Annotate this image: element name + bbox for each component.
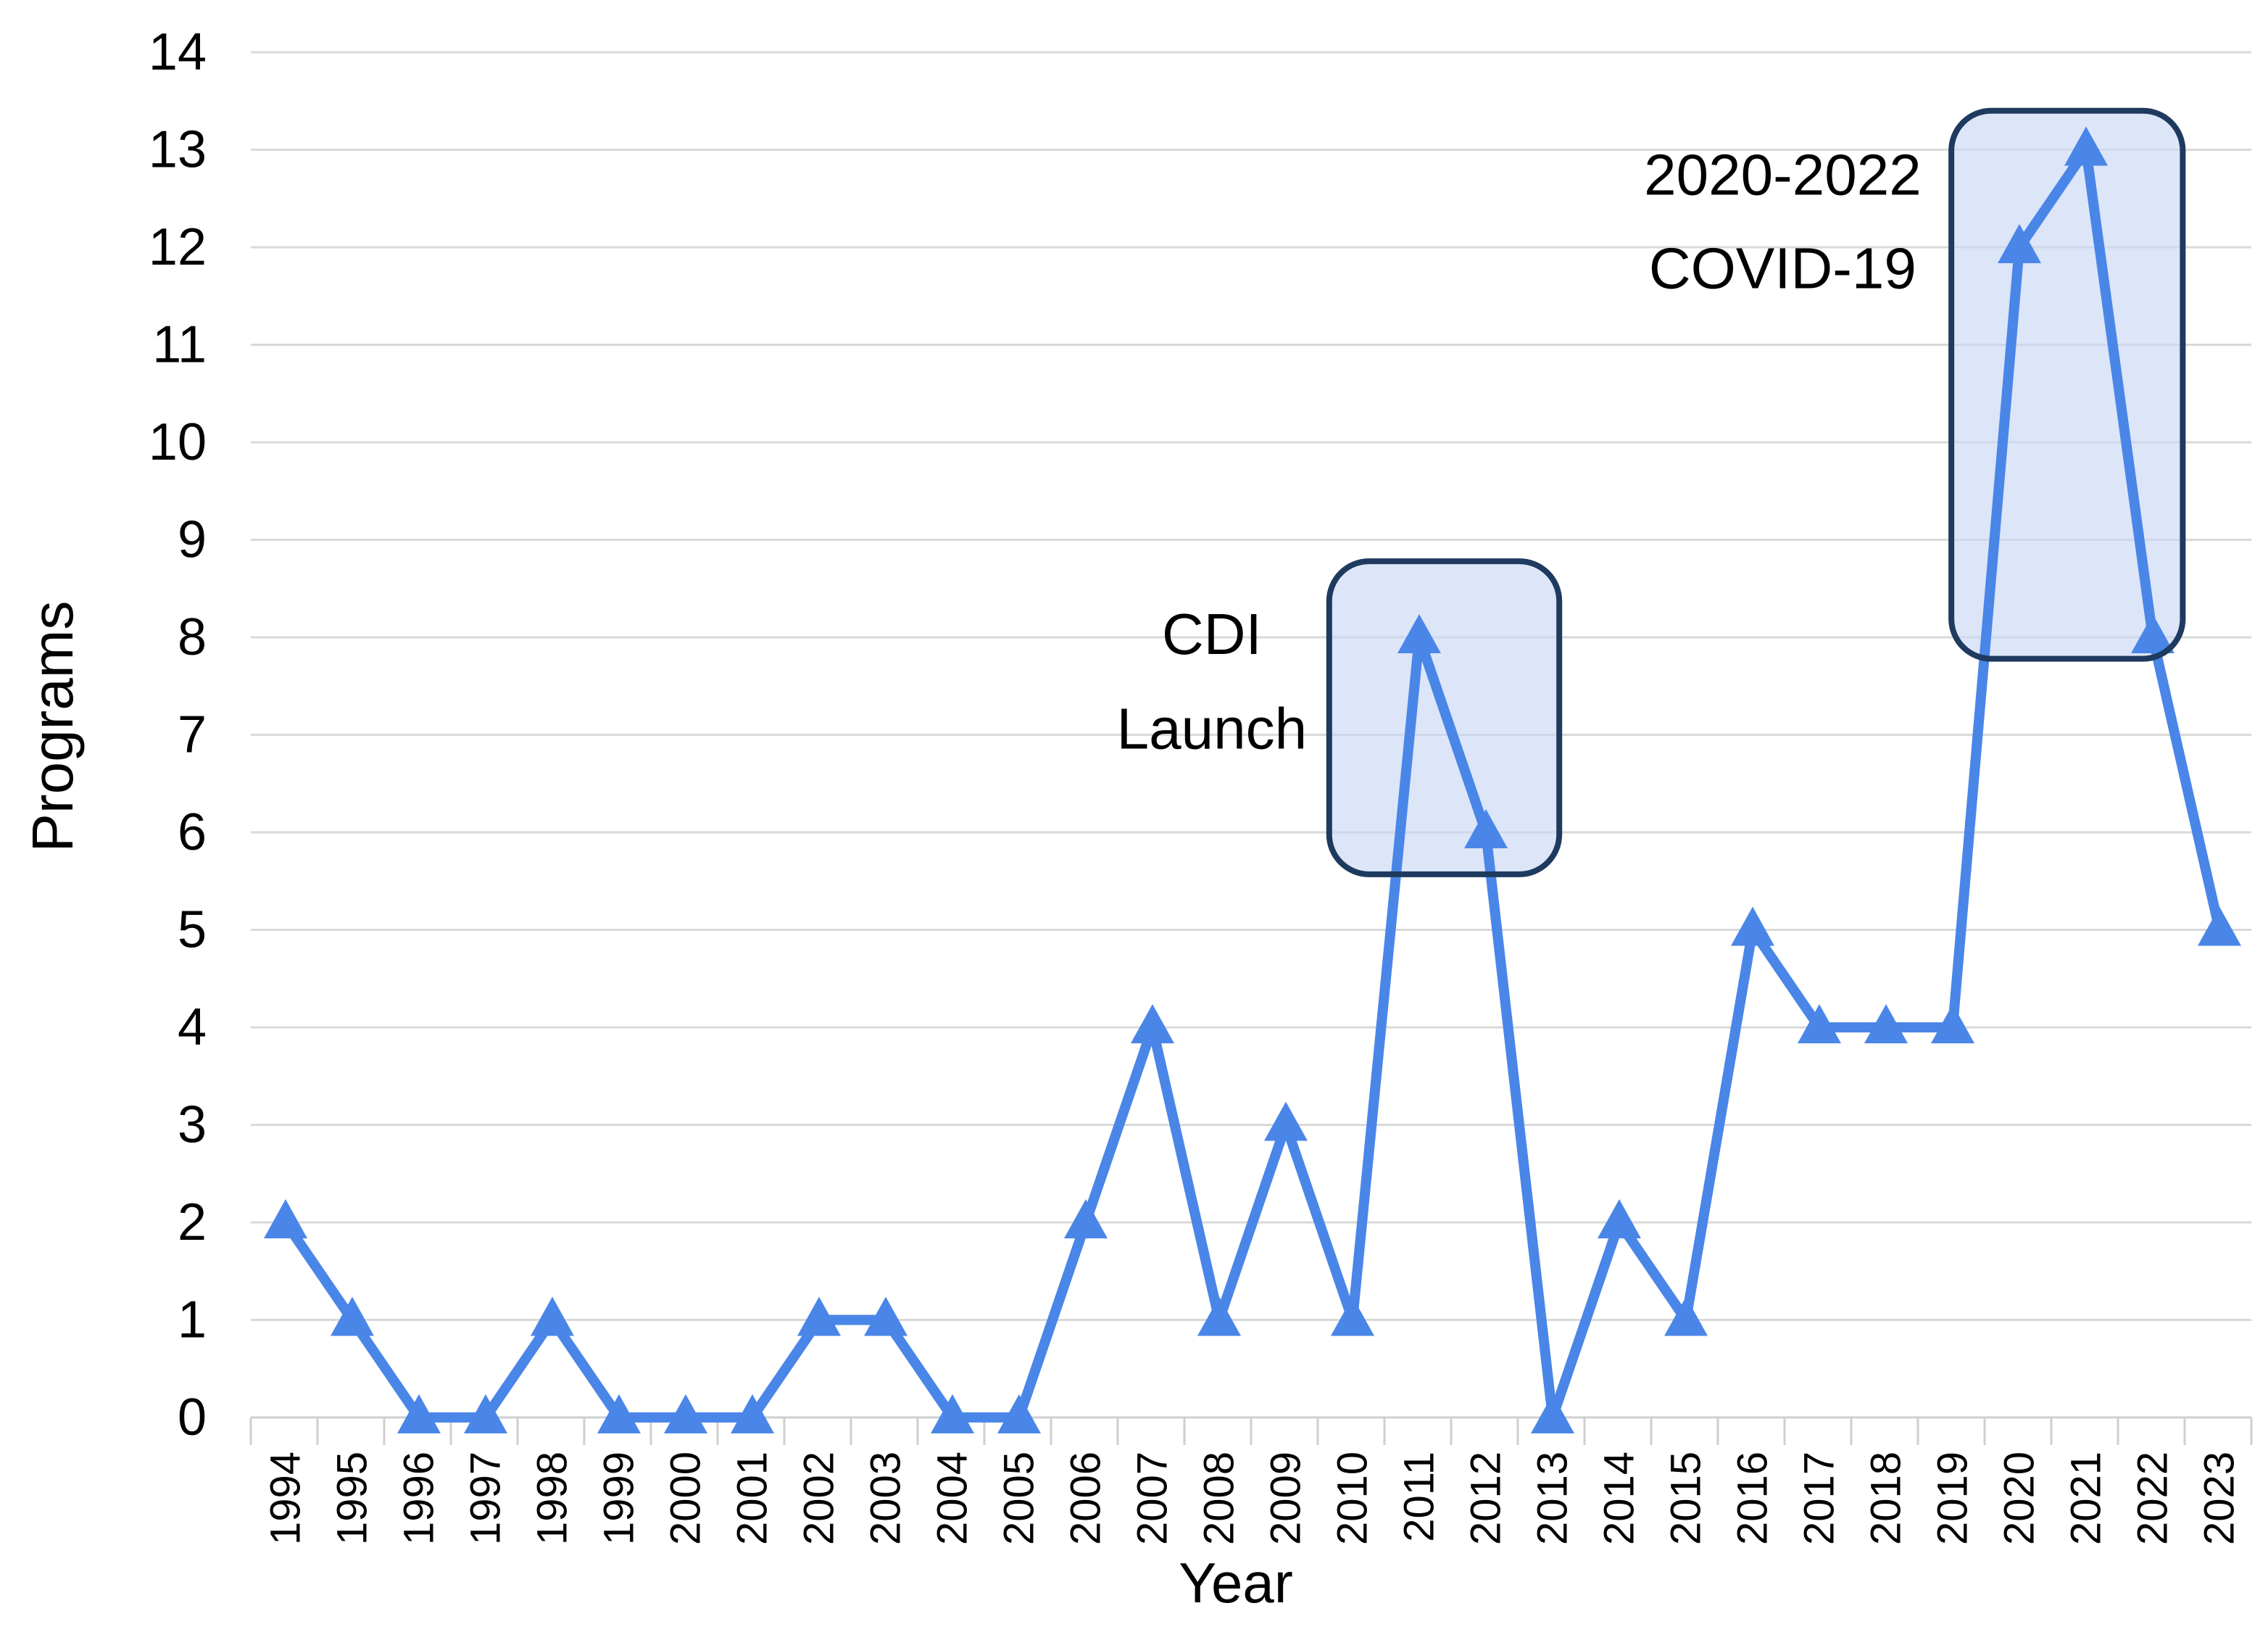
x-tick-label: 2016 xyxy=(1729,1452,1777,1545)
x-tick-label: 2000 xyxy=(662,1452,710,1545)
x-tick-label: 2020 xyxy=(1996,1452,2043,1545)
data-point-marker xyxy=(531,1296,574,1336)
data-point-marker xyxy=(1197,1296,1241,1336)
y-tick-label: 14 xyxy=(149,23,207,81)
annotation-box-border-covid-2020-2022 xyxy=(1948,107,2186,662)
x-tick-label: 2017 xyxy=(1796,1452,1843,1545)
data-point-marker xyxy=(1064,1199,1108,1238)
x-tick-label: 2006 xyxy=(1063,1452,1110,1545)
y-tick-label: 1 xyxy=(178,1291,207,1349)
y-tick-label: 4 xyxy=(178,998,207,1056)
x-tick-label: 2008 xyxy=(1196,1452,1243,1545)
x-tick-label: 2009 xyxy=(1263,1452,1310,1545)
data-point-marker xyxy=(731,1394,774,1433)
x-tick-label: 2007 xyxy=(1129,1452,1176,1545)
data-point-marker xyxy=(931,1394,974,1433)
x-tick-label: 2014 xyxy=(1596,1452,1643,1545)
x-tick-label: 1994 xyxy=(262,1452,310,1545)
x-axis-ticks-layer xyxy=(249,1417,2253,1445)
data-point-marker xyxy=(397,1394,441,1433)
data-point-marker xyxy=(1598,1199,1641,1238)
data-point-marker xyxy=(797,1296,841,1336)
x-tick-label: 2010 xyxy=(1329,1452,1376,1545)
data-point-marker xyxy=(1998,224,2041,263)
x-tick-label: 1997 xyxy=(462,1452,510,1545)
data-point-marker xyxy=(1531,1394,1574,1433)
data-point-marker xyxy=(1931,1004,1974,1043)
y-tick-label: 5 xyxy=(178,901,207,959)
y-tick-label: 12 xyxy=(149,218,207,276)
y-tick-label: 10 xyxy=(149,413,207,471)
data-point-marker xyxy=(2131,614,2174,653)
annotation-box-border-cdi-launch xyxy=(1326,558,1563,877)
annotation-text-cdi-launch-line2: Launch xyxy=(1117,696,1307,761)
x-tick-label: 2019 xyxy=(1930,1452,1977,1545)
x-axis-title: Year xyxy=(1179,1551,1293,1615)
annotation-text-cdi-launch-line1: CDI xyxy=(1162,602,1262,666)
data-point-marker xyxy=(464,1394,507,1433)
y-tick-label: 13 xyxy=(149,121,207,179)
data-point-marker xyxy=(864,1296,907,1336)
y-tick-label: 3 xyxy=(178,1096,207,1154)
data-point-marker xyxy=(2198,906,2241,946)
annotation-text-covid-2020-2022-line1: 2020-2022 xyxy=(1644,142,1922,207)
data-point-marker xyxy=(1264,1101,1308,1141)
x-tick-label: 2005 xyxy=(996,1452,1043,1545)
data-point-marker xyxy=(1331,1296,1374,1336)
x-tick-label: 1999 xyxy=(596,1452,643,1545)
x-tick-label: 2021 xyxy=(2063,1452,2110,1545)
data-point-marker xyxy=(1397,614,1441,653)
x-tick-label: 2004 xyxy=(929,1452,976,1545)
data-point-marker xyxy=(1798,1004,1841,1043)
y-axis-title: Programs xyxy=(20,601,85,853)
x-tick-label: 1996 xyxy=(396,1452,443,1545)
series-line-programs xyxy=(281,144,2225,1423)
data-point-marker xyxy=(997,1394,1041,1433)
data-point-marker xyxy=(2064,126,2108,166)
x-tick-label: 2018 xyxy=(1863,1452,1910,1545)
y-tick-label: 7 xyxy=(178,706,207,764)
x-tick-label: 1998 xyxy=(529,1452,576,1545)
x-tick-label: 1995 xyxy=(329,1452,376,1545)
y-tick-label: 2 xyxy=(178,1193,207,1251)
x-tick-label: 2003 xyxy=(863,1452,910,1545)
annotation-text-covid-2020-2022-line2: COVID-19 xyxy=(1649,236,1916,300)
data-point-marker xyxy=(1131,1004,1174,1043)
y-tick-label: 8 xyxy=(178,608,207,666)
x-tick-label: 2011 xyxy=(1396,1452,1443,1542)
y-tick-label: 6 xyxy=(178,803,207,861)
data-point-marker xyxy=(331,1296,374,1336)
x-tick-label: 2013 xyxy=(1529,1452,1577,1545)
annotation-box-border-layer xyxy=(1326,107,2186,877)
y-tick-label: 0 xyxy=(178,1388,207,1446)
data-point-marker xyxy=(1664,1296,1708,1336)
x-tick-label: 2002 xyxy=(796,1452,843,1545)
x-tick-label: 2015 xyxy=(1663,1452,1710,1545)
data-point-marker xyxy=(1464,809,1508,848)
data-point-marker xyxy=(597,1394,641,1433)
gridlines-layer xyxy=(251,51,2251,1419)
data-point-marker xyxy=(1864,1004,1908,1043)
y-tick-label: 11 xyxy=(152,316,207,374)
data-point-marker xyxy=(664,1394,707,1433)
x-tick-label: 2012 xyxy=(1463,1452,1510,1545)
data-point-marker xyxy=(1731,906,1774,946)
series-layer xyxy=(264,126,2241,1433)
x-tick-label: 2001 xyxy=(729,1452,776,1545)
x-tick-label: 2022 xyxy=(2130,1452,2177,1545)
data-point-marker xyxy=(264,1199,307,1238)
y-tick-label: 9 xyxy=(178,511,207,569)
x-tick-label: 2023 xyxy=(2196,1452,2243,1545)
